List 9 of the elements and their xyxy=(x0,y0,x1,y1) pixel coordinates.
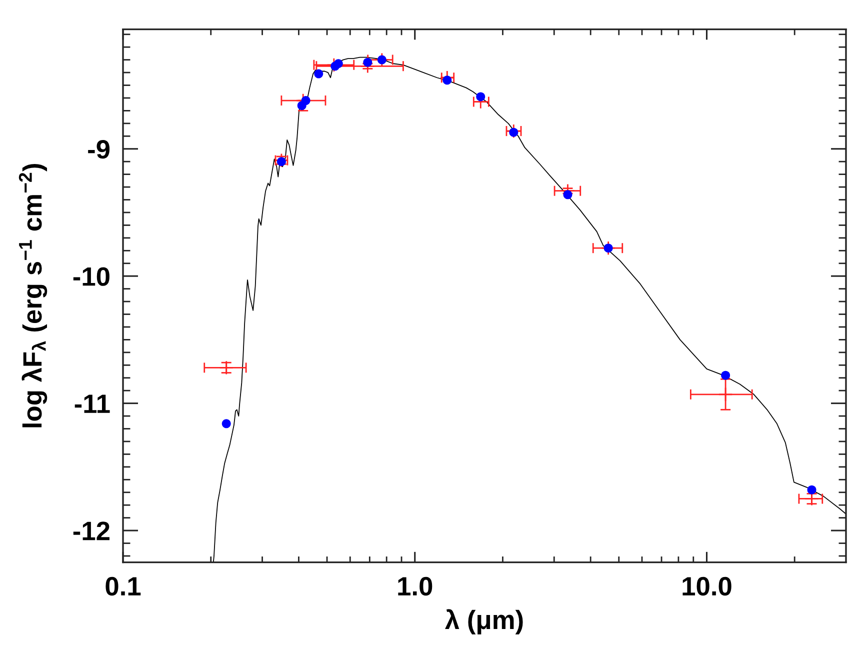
y-axis-title: log λF$_{λ}$ (erg s$^{−1}$ cm$^{−2}$) xyxy=(18,164,48,428)
y-tick-label: -10 xyxy=(73,267,110,286)
y-tick-label: -11 xyxy=(74,394,110,413)
x-tick-label: 1.0 xyxy=(398,576,432,596)
x-axis-title: λ (μm) xyxy=(445,609,523,634)
x-tick-label: 0.1 xyxy=(106,576,141,596)
y-tick-label: -9 xyxy=(88,140,110,159)
x-tick-label: 10.0 xyxy=(682,576,732,596)
y-tick-label: -12 xyxy=(73,522,110,540)
